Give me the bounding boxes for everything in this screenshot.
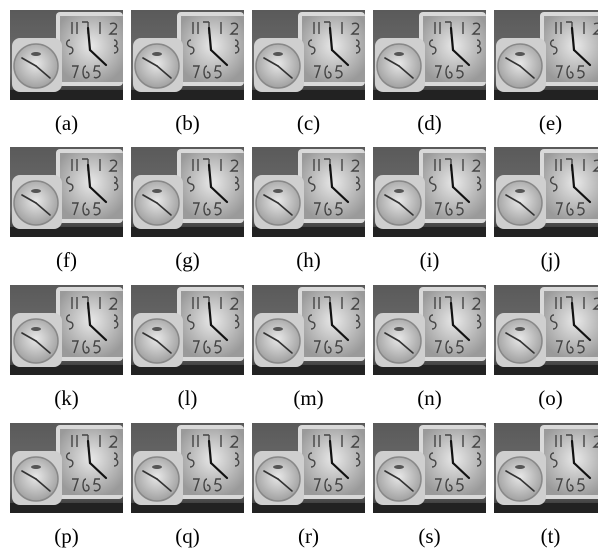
panel-caption: (d) (417, 111, 442, 135)
panel-caption: (a) (55, 111, 78, 135)
panel-image (10, 10, 123, 100)
panel-caption: (p) (54, 524, 79, 548)
panel-caption: (m) (293, 386, 323, 410)
panel-caption: (f) (56, 248, 77, 272)
panel-caption: (c) (297, 111, 320, 135)
panel-caption: (o) (538, 386, 563, 410)
panel-caption: (n) (417, 386, 442, 410)
panel-caption: (l) (178, 386, 198, 410)
panel-image (10, 423, 123, 513)
panel-image (494, 285, 598, 375)
panel-image (131, 423, 244, 513)
panel-image (131, 10, 244, 100)
panel-caption: (i) (420, 248, 440, 272)
panel-caption: (b) (175, 111, 200, 135)
panel-caption: (r) (298, 524, 319, 548)
panel-caption: (t) (541, 524, 561, 548)
panel-image (373, 423, 486, 513)
panel-caption: (e) (539, 111, 562, 135)
panel-caption: (j) (541, 248, 561, 272)
panel-image (131, 147, 244, 237)
panel-caption: (g) (175, 248, 200, 272)
panel-image (252, 285, 365, 375)
panel-image (373, 285, 486, 375)
panel-image (494, 423, 598, 513)
panel-image (252, 423, 365, 513)
panel-image (494, 147, 598, 237)
panel-image (373, 147, 486, 237)
panel-image (494, 10, 598, 100)
panel-caption: (h) (296, 248, 321, 272)
figure: (a) (b) (c) (d) (e) (f) (g) (h) (i) (j) (k) (l) (m) (… (0, 0, 598, 554)
panel-image (10, 147, 123, 237)
panel-image (373, 10, 486, 100)
panel-image (252, 147, 365, 237)
panel-image (252, 10, 365, 100)
panel-image (131, 285, 244, 375)
panel-image (10, 285, 123, 375)
panel-caption: (s) (418, 524, 440, 548)
panel-caption: (k) (54, 386, 79, 410)
panel-caption: (q) (175, 524, 200, 548)
